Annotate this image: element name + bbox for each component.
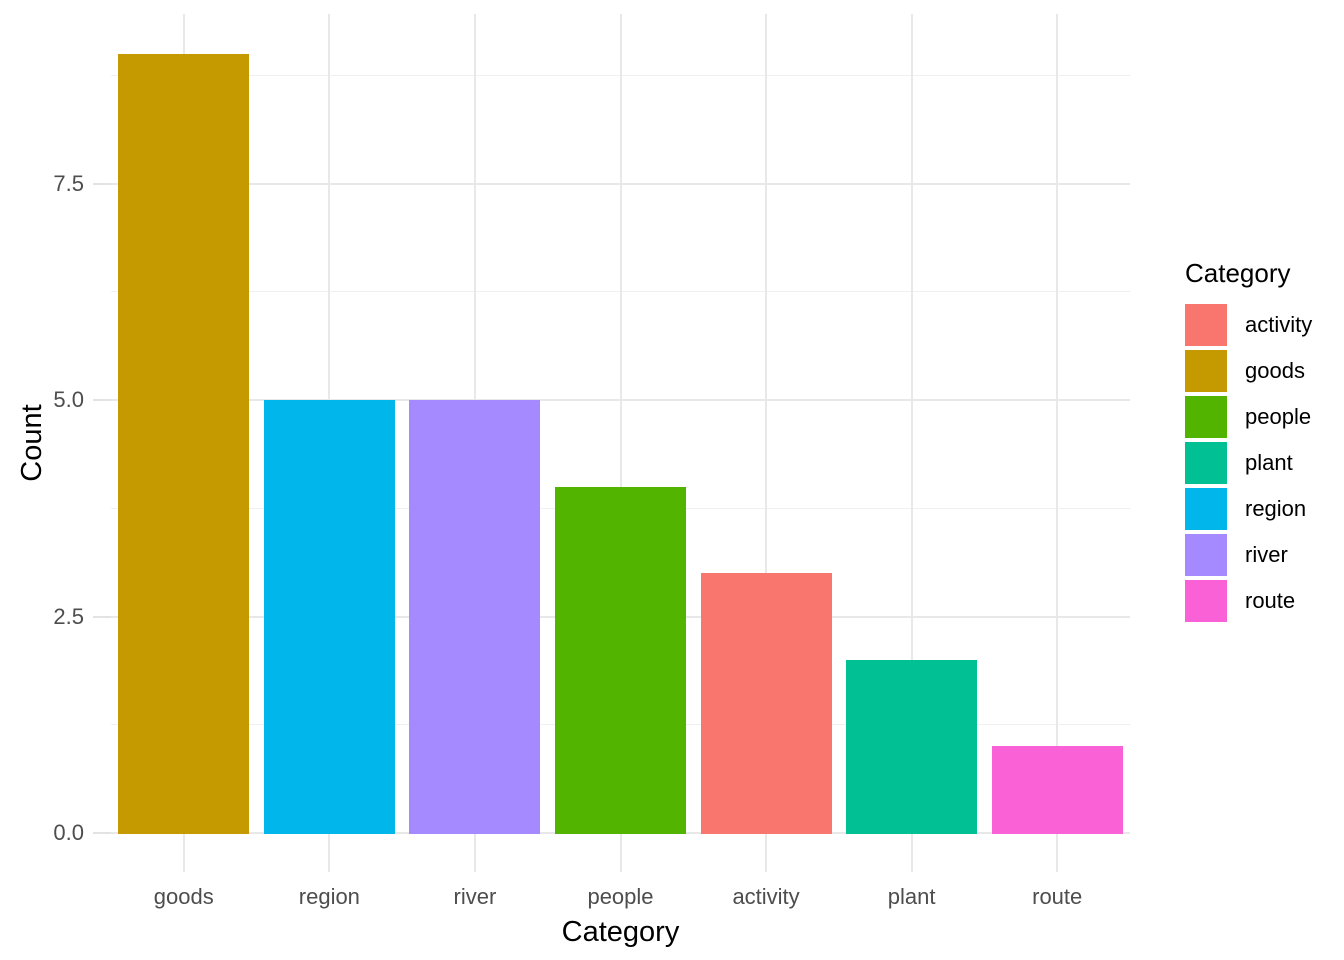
legend-item-activity: activity [1185, 304, 1312, 346]
y-axis-title: Count [16, 404, 48, 482]
y-tick-mark [93, 615, 111, 618]
legend-label: plant [1245, 450, 1293, 475]
bar-region [263, 400, 395, 834]
legend: Category activity goods people plant region r… [1185, 258, 1312, 626]
legend-item-goods: goods [1185, 350, 1312, 392]
x-tick-label-region: region [298, 884, 360, 909]
x-tick-label-plant: plant [887, 884, 936, 909]
legend-label: goods [1245, 358, 1305, 383]
y-tick-mark [93, 182, 111, 185]
legend-label: river [1245, 542, 1288, 567]
legend-item-route: route [1185, 580, 1312, 622]
legend-key-swatch [1185, 488, 1227, 530]
legend-key-swatch [1185, 350, 1227, 392]
bar-plant [846, 659, 978, 834]
x-tick-label-goods: goods [153, 884, 214, 909]
bar-goods [118, 53, 250, 834]
legend-label: region [1245, 496, 1307, 521]
bar-river [409, 400, 541, 834]
x-tick-label-river: river [453, 884, 497, 909]
x-tick-label-people: people [587, 884, 654, 909]
legend-title: Category [1185, 258, 1291, 288]
legend-key-swatch [1185, 396, 1227, 438]
legend-item-region: region [1185, 488, 1312, 530]
gridline-major-v [1056, 14, 1059, 872]
gridline-major-v [765, 14, 768, 872]
legend-item-plant: plant [1185, 442, 1312, 484]
y-tick-mark [93, 399, 111, 401]
legend-key-swatch [1185, 580, 1227, 622]
x-axis-title: Category [561, 916, 680, 948]
legend-items: activity goods people plant region river route [1185, 304, 1312, 622]
x-tick-label-activity: activity [732, 884, 800, 909]
x-tick-label-route: route [1032, 884, 1083, 909]
legend-key-swatch [1185, 304, 1227, 346]
legend-label: route [1245, 588, 1296, 613]
bar-activity [700, 573, 832, 834]
y-tick-mark [93, 832, 111, 834]
legend-item-river: river [1185, 534, 1312, 576]
y-tick-label: 7.5 [53, 170, 84, 196]
legend-key-swatch [1185, 442, 1227, 484]
y-tick-label: 2.5 [53, 603, 84, 629]
bar-route [991, 746, 1123, 834]
legend-label: activity [1245, 312, 1313, 337]
y-tick-label: 5.0 [53, 387, 84, 412]
gridline-major-v [619, 14, 622, 872]
gridline-major-v [910, 14, 913, 872]
legend-key-swatch [1185, 534, 1227, 576]
y-tick-label: 0.0 [53, 820, 84, 845]
legend-label: people [1245, 404, 1312, 429]
legend-item-people: people [1185, 396, 1312, 438]
bar-people [555, 486, 686, 834]
